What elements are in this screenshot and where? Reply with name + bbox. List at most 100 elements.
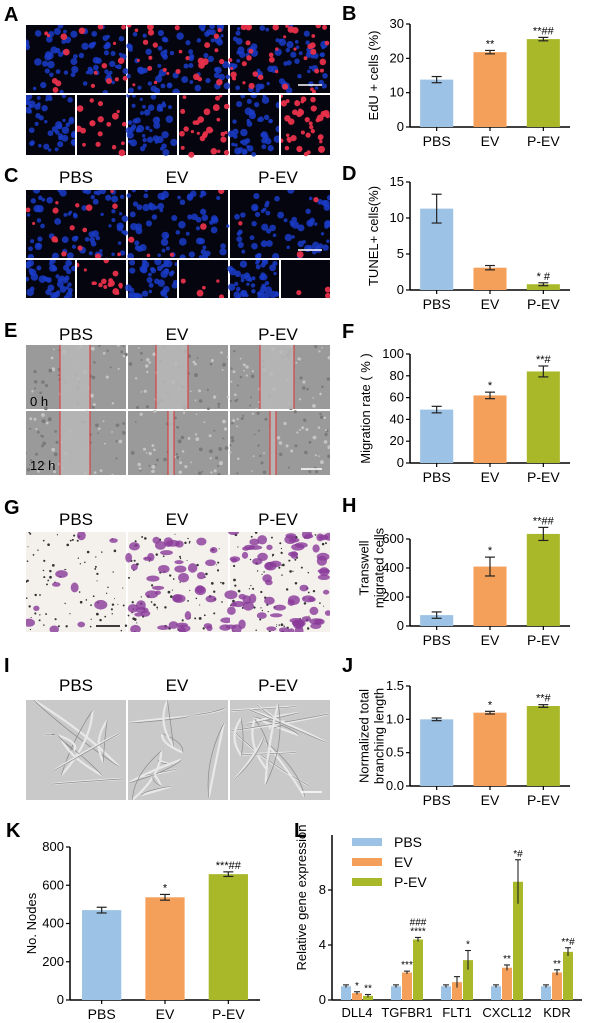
migrated-cell — [140, 610, 151, 617]
red-nucleus — [78, 27, 86, 35]
blue-nucleus — [81, 205, 88, 211]
bar-p-ev — [526, 371, 560, 463]
pore — [280, 551, 283, 555]
cell-texture — [179, 461, 183, 465]
blue-nucleus — [72, 244, 77, 249]
blue-nucleus — [154, 278, 160, 285]
pore — [216, 569, 220, 572]
blue-nucleus — [225, 74, 231, 80]
migrated-cell — [51, 582, 61, 587]
blue-nucleus — [297, 74, 302, 79]
blue-nucleus — [70, 30, 78, 38]
pore — [198, 617, 202, 620]
cell-texture — [128, 362, 133, 366]
cell-texture — [276, 436, 281, 440]
blue-nucleus — [236, 101, 243, 108]
tube-branch — [251, 718, 268, 771]
micrograph-background — [281, 260, 330, 298]
significance-label: * # — [537, 271, 551, 283]
red-nucleus — [97, 131, 103, 137]
blue-nucleus — [246, 121, 253, 127]
blue-nucleus — [87, 68, 94, 75]
tube-branch-edge — [207, 723, 225, 798]
migrated-cell — [266, 544, 273, 551]
cell-texture — [48, 368, 53, 373]
blue-nucleus — [196, 38, 202, 43]
migrated-cell — [205, 559, 216, 567]
blue-nucleus — [239, 51, 246, 58]
cell-texture — [279, 452, 283, 457]
blue-nucleus — [157, 63, 162, 68]
blue-nucleus — [263, 114, 270, 120]
blue-nucleus — [135, 127, 141, 133]
red-nucleus — [245, 25, 253, 31]
tube-branch — [249, 708, 326, 744]
migrated-cell — [224, 590, 238, 600]
cell-texture — [89, 393, 94, 398]
pore — [43, 559, 46, 562]
blue-nucleus — [147, 272, 152, 277]
red-nucleus — [153, 80, 158, 85]
blue-nucleus — [105, 41, 111, 48]
cell-texture — [253, 433, 256, 436]
blue-nucleus — [111, 252, 115, 256]
cell-texture — [259, 454, 262, 458]
red-nucleus — [116, 109, 120, 114]
migrated-cell — [196, 537, 207, 546]
bar-ev-kdr — [552, 972, 562, 1000]
cell-texture — [148, 361, 151, 364]
cell-texture — [237, 457, 240, 461]
cell-texture — [321, 385, 324, 389]
blue-nucleus — [110, 50, 116, 57]
blue-nucleus — [223, 82, 231, 90]
pore — [136, 622, 138, 624]
migrated-cell — [278, 627, 290, 632]
blue-nucleus — [202, 245, 207, 250]
red-nucleus — [304, 117, 310, 123]
blue-nucleus — [130, 223, 138, 231]
significance-label: ** — [364, 984, 372, 995]
red-nucleus — [245, 40, 251, 46]
blue-nucleus — [164, 295, 168, 298]
cell-texture — [210, 359, 214, 363]
pore — [288, 559, 291, 562]
red-nucleus — [62, 48, 70, 56]
blue-nucleus — [231, 142, 235, 147]
red-nucleus — [257, 74, 264, 80]
blue-nucleus — [65, 286, 70, 290]
blue-nucleus — [165, 246, 170, 251]
x-tick-label: FLT1 — [442, 1005, 471, 1020]
blue-nucleus — [246, 98, 252, 104]
red-nucleus — [69, 225, 75, 231]
cell-texture — [195, 413, 198, 416]
panel-divider — [279, 95, 281, 155]
bar-pbs-tgfbr1 — [391, 986, 401, 1000]
cell-texture — [145, 452, 148, 454]
blue-nucleus — [49, 264, 57, 272]
blue-nucleus — [257, 292, 265, 298]
red-nucleus — [311, 34, 316, 38]
blue-nucleus — [172, 279, 178, 285]
red-nucleus — [314, 68, 320, 74]
cell-texture — [194, 399, 197, 402]
tube-branch — [161, 733, 184, 754]
cell-texture — [117, 345, 120, 347]
cell-texture — [260, 461, 264, 465]
red-nucleus — [216, 78, 223, 86]
pore — [278, 566, 281, 569]
tube-branch-edge — [235, 736, 265, 779]
cell-texture — [222, 419, 226, 424]
pore — [30, 617, 32, 619]
blue-nucleus — [246, 145, 250, 149]
migrated-cell — [248, 545, 263, 550]
migrated-cell — [324, 610, 330, 616]
blue-nucleus — [241, 148, 248, 155]
blue-nucleus — [262, 94, 267, 98]
migrated-cell — [178, 572, 190, 583]
blue-nucleus — [265, 210, 271, 216]
blue-nucleus — [34, 121, 39, 126]
y-tick-label: 400 — [42, 916, 64, 931]
red-nucleus — [293, 47, 297, 51]
tube-branch-edge — [167, 700, 174, 746]
red-nucleus — [214, 48, 219, 53]
